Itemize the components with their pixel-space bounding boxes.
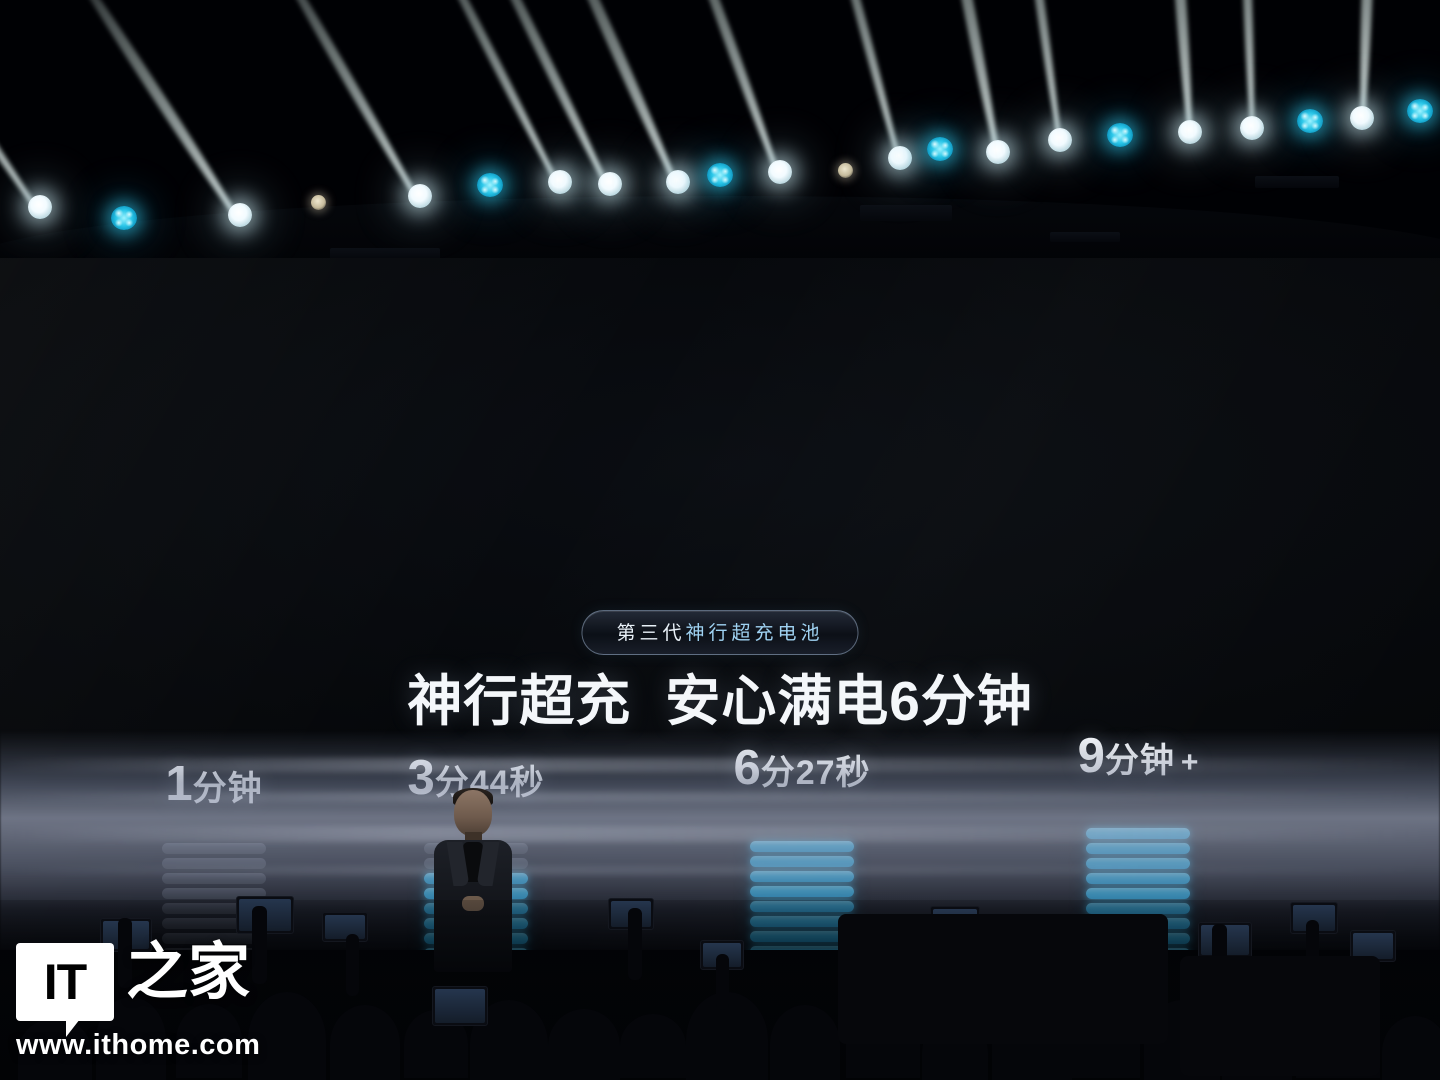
presenter-silhouette <box>418 788 528 972</box>
stage-ceiling-lighting-rig <box>0 0 1440 280</box>
audience-head <box>1222 1005 1292 1080</box>
white-spotlight-icon <box>598 172 622 196</box>
white-spotlight-icon <box>768 160 792 184</box>
cyan-led-lamp-icon <box>1107 123 1133 147</box>
audience-head <box>404 1010 468 1078</box>
cyan-led-lamp-icon <box>1407 99 1433 123</box>
phone-screen <box>435 989 485 1023</box>
mist-streak-4 <box>0 866 1440 875</box>
light-beam <box>406 0 565 193</box>
slide-badge-pill: 第三代神行超充电池 <box>581 610 859 655</box>
rig-equipment-box-4 <box>330 248 440 260</box>
audience-head <box>846 992 920 1078</box>
light-beam <box>810 0 905 168</box>
mist-streak-3 <box>0 826 1440 842</box>
badge-text-suffix: 神行超充电池 <box>685 623 824 644</box>
screen-mist-gradient <box>0 730 1440 950</box>
white-spotlight-icon <box>888 146 912 170</box>
cyan-led-lamp-icon <box>707 163 733 187</box>
light-beam <box>255 0 425 207</box>
white-spotlight-icon <box>408 184 432 208</box>
white-spotlight-icon <box>1240 116 1264 140</box>
slide-headline: 神行超充 安心满电6分钟 <box>0 656 1440 736</box>
cyan-led-lamp-icon <box>477 173 503 197</box>
mist-streak-2 <box>0 792 1440 802</box>
white-spotlight-icon <box>1350 106 1374 130</box>
audience-raised-arm <box>716 954 729 1010</box>
rig-equipment-box-3 <box>1050 232 1120 242</box>
presenter-head <box>454 790 492 836</box>
audience-head <box>1144 1000 1220 1080</box>
white-spotlight-icon <box>28 195 52 219</box>
ithome-watermark: IT 之家 www.ithome.com <box>16 935 261 1062</box>
dim-lamp-icon <box>310 194 326 210</box>
audience-head <box>1296 978 1380 1078</box>
audience-head <box>470 1000 548 1080</box>
ithome-logo-latin: IT <box>43 954 87 1010</box>
audience-head <box>992 991 1072 1080</box>
headline-right: 安心满电6分钟 <box>665 670 1033 732</box>
badge-text-prefix: 第三代 <box>616 623 686 644</box>
cyan-led-lamp-icon <box>1297 109 1323 133</box>
audience-head <box>1382 1016 1440 1080</box>
cyan-led-lamp-icon <box>927 137 953 161</box>
dim-lamp-icon <box>837 162 853 178</box>
headline-left: 神行超充 <box>407 670 632 732</box>
ithome-logo-mark: IT <box>16 943 114 1037</box>
presenter-hands <box>462 896 484 911</box>
ithome-url: www.ithome.com <box>16 1029 261 1061</box>
white-spotlight-icon <box>1048 128 1072 152</box>
ithome-logo-cn: 之家 <box>126 935 251 1008</box>
audience-head <box>922 1018 988 1080</box>
light-beam <box>662 0 785 182</box>
white-spotlight-icon <box>228 203 252 227</box>
white-spotlight-icon <box>548 170 572 194</box>
audience-head <box>620 1014 686 1078</box>
lighting-truss <box>0 196 1440 266</box>
press-camera-rig-secondary <box>1180 956 1380 1076</box>
white-spotlight-icon <box>1178 120 1202 144</box>
audience-head <box>548 1009 620 1080</box>
white-spotlight-icon <box>666 170 690 194</box>
mist-streak-1 <box>0 758 1440 772</box>
audience-phone <box>432 986 488 1026</box>
light-beam <box>1009 0 1065 149</box>
audience-head <box>1072 1004 1140 1078</box>
audience-head <box>770 1005 840 1080</box>
audience-head <box>686 992 768 1080</box>
audience-head <box>330 1005 400 1080</box>
rig-equipment-box-1 <box>860 205 952 221</box>
rig-equipment-box-2 <box>1255 176 1339 188</box>
light-beam <box>0 0 44 218</box>
cyan-led-lamp-icon <box>111 206 137 230</box>
light-beam <box>55 0 245 226</box>
white-spotlight-icon <box>986 140 1010 164</box>
